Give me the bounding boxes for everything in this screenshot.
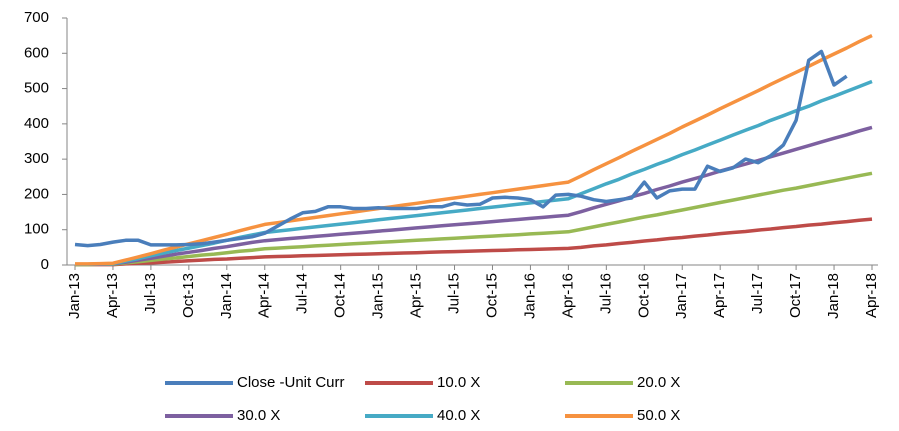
x-tick-label: Jul-16 [597, 273, 614, 314]
x-tick-label: Jul-15 [445, 273, 462, 314]
y-tick-label: 700 [24, 9, 49, 26]
x-tick-label: Jan-13 [66, 273, 83, 319]
series-line [74, 49, 848, 248]
series-line [75, 217, 873, 267]
y-tick-label: 600 [24, 44, 49, 61]
y-tick-label: 300 [24, 150, 49, 167]
x-tick-label: Apr-18 [863, 273, 880, 318]
x-tick-label: Jan-15 [370, 273, 387, 319]
y-tick-label: 400 [24, 115, 49, 132]
series-line [75, 34, 873, 266]
x-tick-label: Jan-18 [825, 273, 842, 319]
x-tick-label: Jul-17 [749, 273, 766, 314]
x-tick-label: Oct-13 [180, 273, 197, 318]
x-tick-label: Apr-15 [408, 273, 425, 318]
y-tick-label: 0 [41, 256, 49, 273]
x-tick-label: Jan-17 [673, 273, 690, 319]
series-line [75, 125, 873, 267]
legend-label: 10.0 X [437, 374, 480, 391]
legend-label: 20.0 X [637, 374, 680, 391]
legend-label: 50.0 X [637, 407, 680, 424]
y-tick-label: 500 [24, 80, 49, 97]
y-tick-label: 200 [24, 185, 49, 202]
x-tick-label: Jan-16 [521, 273, 538, 319]
legend-label: 30.0 X [237, 407, 280, 424]
x-tick-label: Apr-13 [104, 273, 121, 318]
x-tick-label: Apr-17 [711, 273, 728, 318]
x-tick-label: Apr-16 [559, 273, 576, 318]
series-line [75, 171, 873, 267]
x-tick-label: Apr-14 [256, 273, 273, 318]
legend-label: 40.0 X [437, 407, 480, 424]
y-tick-label: 100 [24, 221, 49, 238]
x-tick-label: Oct-16 [635, 273, 652, 318]
x-tick-label: Jul-13 [142, 273, 159, 314]
x-tick-label: Oct-14 [332, 273, 349, 318]
x-tick-label: Oct-15 [483, 273, 500, 318]
legend-label: Close -Unit Curr [237, 374, 345, 391]
x-tick-label: Jul-14 [294, 273, 311, 314]
x-tick-label: Jan-14 [218, 273, 235, 319]
x-tick-label: Oct-17 [787, 273, 804, 318]
